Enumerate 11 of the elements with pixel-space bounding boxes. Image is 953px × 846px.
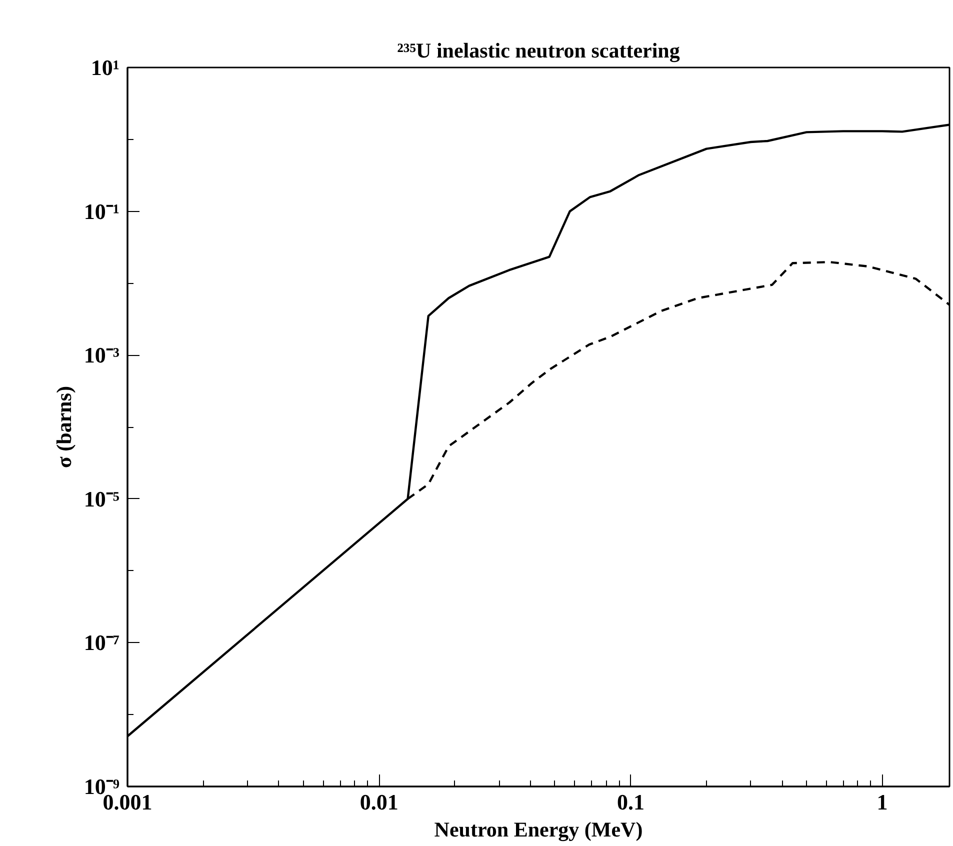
x-tick-label: 1 — [876, 790, 888, 814]
x-tick-label: 0.1 — [616, 790, 644, 814]
y-tick-label: 10⁻⁷ — [84, 630, 120, 656]
x-tick-label: 0.01 — [360, 790, 398, 814]
y-tick-label: 10⁻¹ — [84, 198, 120, 224]
y-tick-label: 10⁻⁵ — [84, 486, 120, 512]
chart-title: ²³⁵U inelastic neutron scattering — [397, 38, 680, 62]
y-tick-label: 10⁻³ — [84, 342, 120, 368]
y-tick-label: 10¹ — [90, 55, 120, 80]
y-axis-title: σ (barns) — [52, 386, 76, 468]
x-axis-title: Neutron Energy (MeV) — [434, 818, 643, 842]
